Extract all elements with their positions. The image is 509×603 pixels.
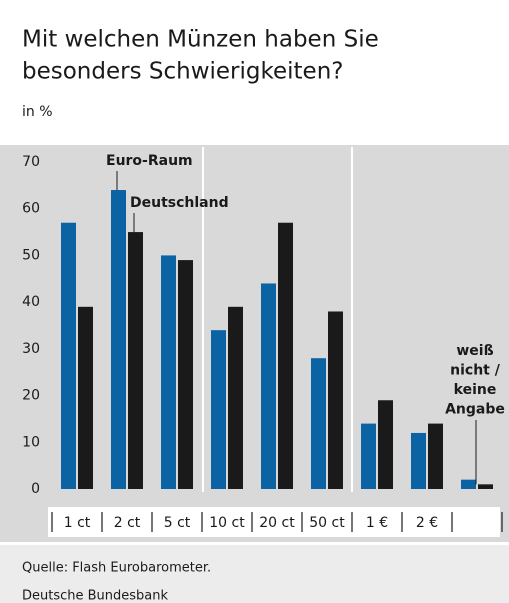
x-tick-label: 1 € bbox=[366, 515, 388, 531]
source: Quelle: Flash Eurobarometer. bbox=[22, 561, 211, 576]
footer-area bbox=[0, 545, 509, 603]
annotation: nicht / bbox=[450, 363, 501, 379]
x-tick-label: 5 ct bbox=[164, 515, 191, 531]
chart-title: besonders Schwierigkeiten? bbox=[22, 59, 344, 85]
bar bbox=[361, 423, 376, 489]
y-tick-label: 20 bbox=[22, 388, 40, 404]
bar bbox=[311, 358, 326, 489]
chart-title: Mit welchen Münzen haben Sie bbox=[22, 27, 379, 53]
source: Deutsche Bundesbank bbox=[22, 589, 169, 603]
label-bg bbox=[104, 151, 192, 171]
bar bbox=[228, 306, 243, 489]
x-tick-label: 20 ct bbox=[259, 515, 295, 531]
annotation: Angabe bbox=[445, 402, 505, 418]
subtitle: in % bbox=[22, 104, 53, 120]
annotation: weiß bbox=[456, 343, 493, 359]
legend-label: Deutschland bbox=[130, 195, 229, 211]
bar bbox=[378, 400, 393, 489]
bar bbox=[411, 432, 426, 489]
bar bbox=[61, 222, 76, 489]
y-tick-label: 50 bbox=[22, 247, 40, 263]
y-tick-label: 10 bbox=[22, 434, 40, 450]
bar bbox=[111, 190, 126, 489]
bar bbox=[178, 260, 193, 489]
y-tick-label: 30 bbox=[22, 341, 40, 357]
y-tick-label: 60 bbox=[22, 201, 40, 217]
x-tick-label: 10 ct bbox=[209, 515, 245, 531]
x-tick-label: 1 ct bbox=[64, 515, 91, 531]
annotation: keine bbox=[454, 382, 497, 398]
bar bbox=[478, 484, 493, 489]
category-strip bbox=[48, 507, 500, 537]
bar bbox=[128, 232, 143, 490]
y-tick-label: 0 bbox=[31, 481, 40, 497]
legend-label: Euro-Raum bbox=[106, 153, 193, 169]
bar bbox=[328, 311, 343, 489]
bar bbox=[278, 222, 293, 489]
x-tick-label: 50 ct bbox=[309, 515, 345, 531]
bar bbox=[261, 283, 276, 489]
x-tick-label: 2 ct bbox=[114, 515, 141, 531]
y-tick-label: 70 bbox=[22, 154, 40, 170]
x-tick-label: 2 € bbox=[416, 515, 438, 531]
bar bbox=[461, 479, 476, 489]
bar bbox=[428, 423, 443, 489]
bar bbox=[78, 306, 93, 489]
bar bbox=[161, 255, 176, 489]
bar bbox=[211, 330, 226, 489]
y-tick-label: 40 bbox=[22, 294, 40, 310]
